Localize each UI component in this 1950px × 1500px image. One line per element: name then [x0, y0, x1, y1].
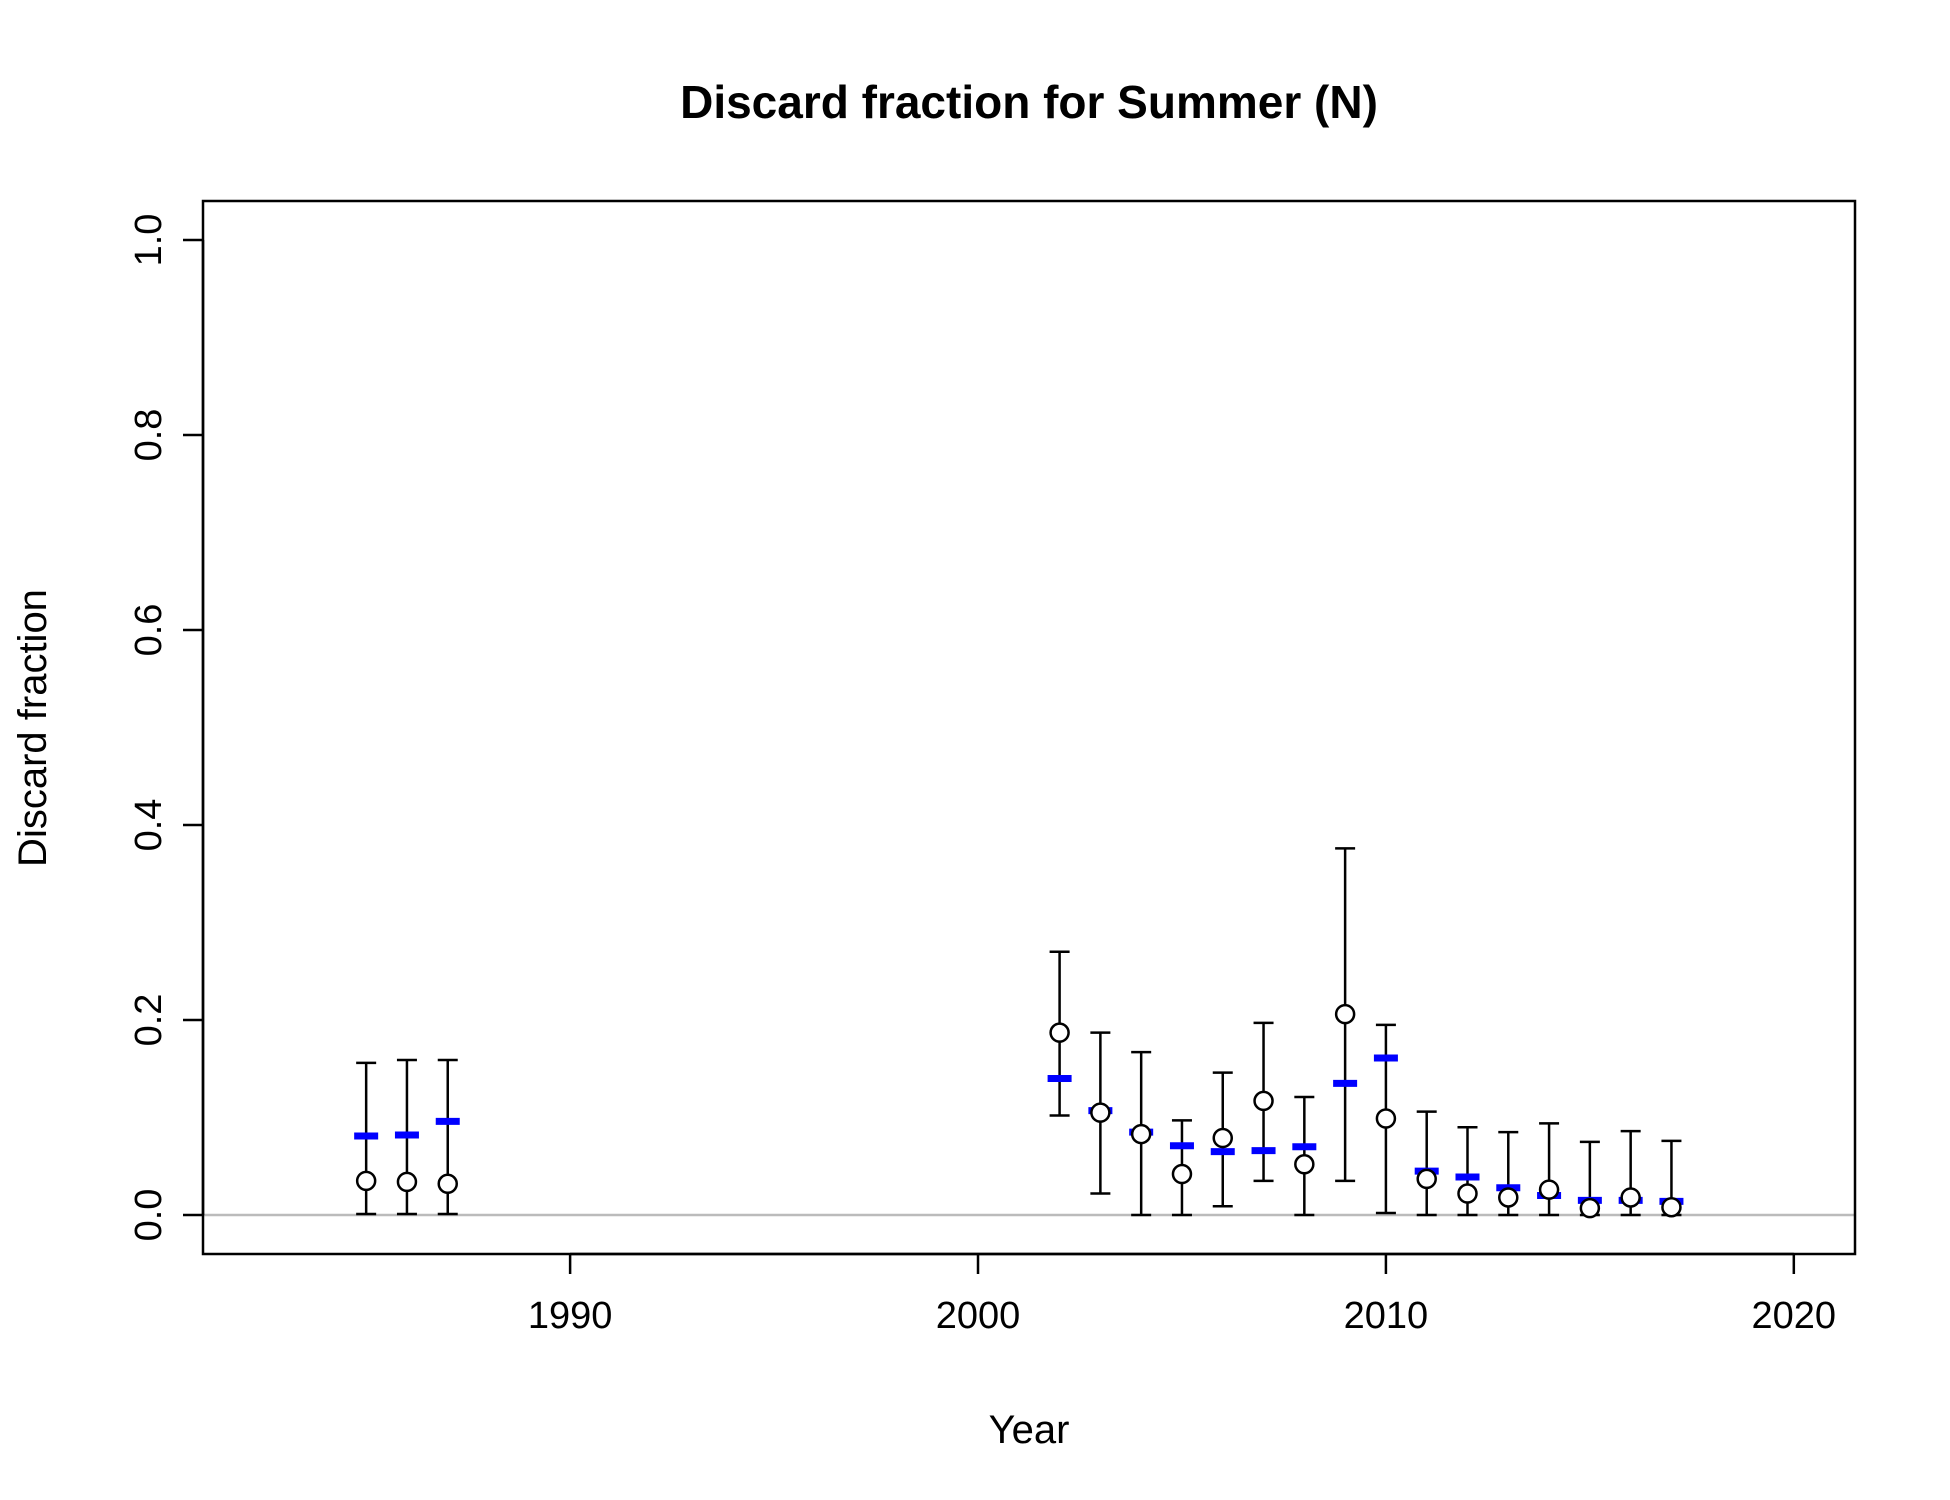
x-tick-label: 1990 [528, 1295, 613, 1337]
observed-point [1294, 1154, 1315, 1175]
y-tick-label: 0.6 [128, 604, 170, 657]
observed-point [437, 1173, 458, 1195]
y-tick-label: 0.8 [128, 409, 170, 462]
y-axis-label: Discard fraction [11, 589, 55, 867]
y-axis: 0.0 0.2 0.4 0.6 0.8 1.0 [128, 214, 205, 1242]
plot-area [203, 847, 1855, 1219]
y-tick-label: 0.0 [128, 1189, 170, 1242]
y-tick-label: 1.0 [128, 214, 170, 267]
observed-point [1212, 1127, 1234, 1149]
observed-point [1416, 1168, 1437, 1190]
observed-point [1334, 1003, 1356, 1025]
observed-point [1049, 1022, 1070, 1043]
chart-title: Discard fraction for Summer (N) [680, 76, 1378, 128]
plot-frame [201, 199, 1857, 1256]
observed-point [1538, 1179, 1560, 1200]
observed-point [1253, 1090, 1274, 1112]
x-axis: 1990 2000 2010 2020 [528, 1252, 1837, 1337]
y-tick-label: 0.2 [128, 994, 170, 1047]
observed-point [396, 1171, 418, 1193]
observed-point [1171, 1163, 1193, 1185]
observed-point [1620, 1187, 1641, 1208]
x-tick-label: 2000 [936, 1295, 1021, 1337]
x-axis-label: Year [989, 1408, 1070, 1452]
x-tick-label: 2020 [1752, 1295, 1837, 1337]
observed-point [1090, 1102, 1111, 1123]
observed-point [1579, 1197, 1601, 1219]
y-tick-label: 0.4 [128, 799, 170, 852]
observed-point [1457, 1183, 1478, 1204]
observed-point [1661, 1196, 1682, 1218]
observed-point [1498, 1187, 1519, 1208]
observed-point [1375, 1108, 1397, 1129]
observed-point [1130, 1123, 1152, 1145]
x-tick-label: 2010 [1344, 1295, 1429, 1337]
observed-point [355, 1170, 377, 1192]
